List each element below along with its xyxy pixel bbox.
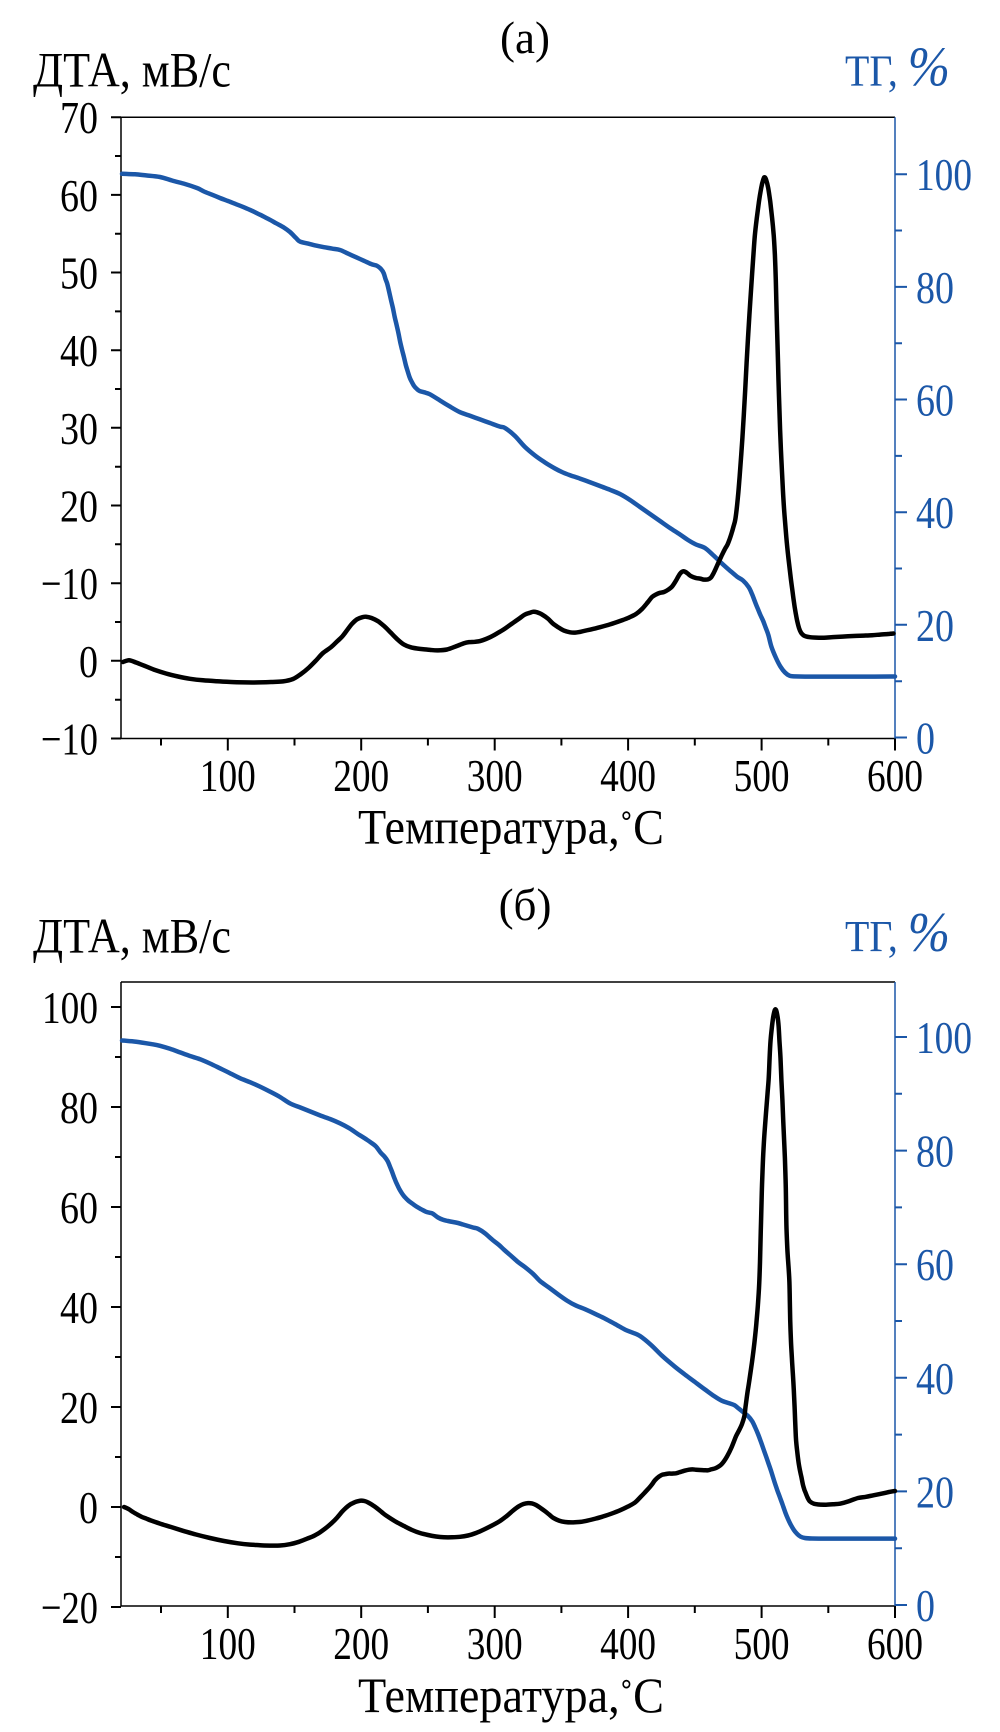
svg-text:Температура,˚С: Температура,˚С [358, 1667, 664, 1723]
svg-text:0: 0 [79, 636, 98, 687]
svg-text:20: 20 [916, 1466, 954, 1517]
svg-text:ТГ, %: ТГ, % [845, 37, 950, 99]
svg-text:400: 400 [600, 1618, 656, 1669]
svg-text:ДТА, мВ/с: ДТА, мВ/с [33, 42, 231, 98]
svg-text:0: 0 [916, 1580, 935, 1631]
svg-text:80: 80 [60, 1082, 98, 1133]
svg-text:100: 100 [916, 149, 972, 200]
svg-text:600: 600 [867, 750, 923, 801]
svg-text:(а): (а) [500, 13, 550, 63]
svg-text:80: 80 [916, 262, 954, 313]
svg-text:300: 300 [467, 1618, 523, 1669]
svg-text:30: 30 [60, 403, 98, 454]
svg-text:60: 60 [916, 1239, 954, 1290]
svg-text:20: 20 [60, 481, 98, 532]
svg-text:60: 60 [916, 375, 954, 426]
svg-text:Температура,˚С: Температура,˚С [358, 799, 664, 855]
svg-text:600: 600 [867, 1618, 923, 1669]
svg-text:400: 400 [600, 750, 656, 801]
svg-text:−20: −20 [41, 1582, 98, 1633]
svg-text:0: 0 [916, 713, 935, 764]
svg-text:60: 60 [60, 1182, 98, 1233]
svg-text:500: 500 [734, 750, 790, 801]
svg-text:(б): (б) [499, 880, 552, 930]
svg-text:70: 70 [60, 92, 98, 143]
svg-text:ДТА, мВ/с: ДТА, мВ/с [33, 908, 231, 964]
svg-text:100: 100 [200, 1618, 256, 1669]
svg-text:0: 0 [79, 1482, 98, 1533]
svg-text:40: 40 [60, 1282, 98, 1333]
svg-text:40: 40 [916, 487, 954, 538]
svg-text:20: 20 [916, 600, 954, 651]
svg-text:50: 50 [60, 248, 98, 299]
svg-text:40: 40 [916, 1353, 954, 1404]
svg-text:500: 500 [734, 1618, 790, 1669]
svg-text:300: 300 [467, 750, 523, 801]
svg-text:80: 80 [916, 1126, 954, 1177]
svg-text:100: 100 [200, 750, 256, 801]
svg-text:100: 100 [42, 982, 98, 1033]
svg-text:−10: −10 [41, 714, 98, 765]
svg-text:20: 20 [60, 1382, 98, 1433]
svg-text:ТГ, %: ТГ, % [845, 902, 950, 964]
svg-text:200: 200 [333, 750, 389, 801]
svg-text:−10: −10 [41, 558, 98, 609]
svg-text:200: 200 [333, 1618, 389, 1669]
svg-text:60: 60 [60, 170, 98, 221]
svg-text:40: 40 [60, 325, 98, 376]
svg-text:100: 100 [916, 1012, 972, 1063]
